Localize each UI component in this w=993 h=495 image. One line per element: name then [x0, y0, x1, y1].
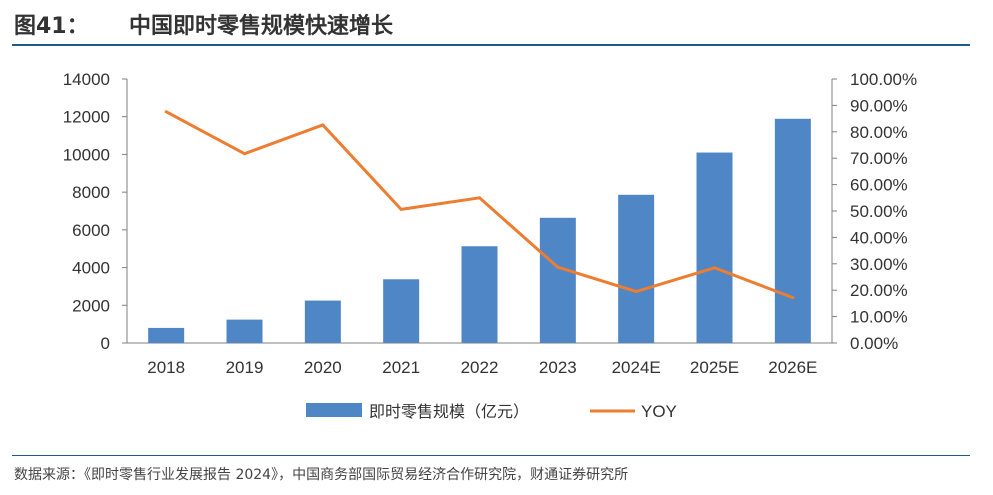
y-right-tick-label: 70.00% [850, 149, 908, 168]
y-right-tick-label: 40.00% [850, 228, 908, 247]
y-left-tick-label: 4000 [72, 259, 110, 278]
y-left-tick-label: 12000 [63, 108, 110, 127]
x-tick-label: 2021 [382, 358, 420, 377]
source-rule [12, 455, 970, 456]
yoy-point-2019 [243, 152, 246, 156]
bar-2018 [148, 327, 185, 343]
legend-line-label: YOY [641, 402, 677, 421]
yoy-point-2024E [634, 290, 638, 294]
yoy-point-2025E [713, 266, 716, 270]
yoy-point-2023 [556, 265, 560, 269]
bar-2022 [461, 246, 498, 343]
bar-2021 [383, 279, 420, 343]
yoy-point-2020 [321, 123, 325, 127]
x-tick-label: 2023 [539, 358, 577, 377]
bar-2020 [304, 300, 341, 343]
yoy-point-2022 [478, 196, 481, 200]
y-left-tick-label: 0 [101, 334, 110, 353]
x-tick-label: 2025E [690, 358, 739, 377]
y-left-tick-label: 10000 [63, 145, 110, 164]
y-left-tick-label: 6000 [72, 221, 110, 240]
figure-title-text: 中国即时零售规模快速增长 [129, 14, 394, 39]
y-right-tick-label: 90.00% [850, 96, 908, 115]
y-right-tick-label: 60.00% [850, 176, 908, 195]
legend-bar-label: 即时零售规模（亿元） [369, 403, 529, 421]
x-tick-label: 2020 [304, 358, 342, 377]
x-tick-label: 2026E [768, 358, 817, 377]
bar-2024E [618, 194, 655, 343]
x-tick-label: 2018 [147, 358, 185, 377]
y-right-tick-label: 30.00% [850, 255, 908, 274]
y-right-tick-label: 20.00% [850, 281, 908, 300]
yoy-point-2026E [791, 296, 795, 300]
y-left-tick-label: 2000 [72, 296, 110, 315]
yoy-point-2021 [399, 207, 403, 211]
y-right-tick-label: 50.00% [850, 202, 908, 221]
bar-2025E [696, 152, 733, 343]
bar-2026E [774, 118, 811, 343]
y-left-tick-label: 14000 [63, 70, 110, 89]
title-rule [12, 44, 970, 46]
x-tick-label: 2019 [226, 358, 264, 377]
figure-title: 图41： 中国即时零售规模快速增长 [14, 8, 393, 40]
x-tick-label: 2024E [612, 358, 661, 377]
bar-2019 [226, 319, 263, 343]
y-right-tick-label: 0.00% [850, 334, 898, 353]
y-right-tick-label: 100.00% [850, 70, 917, 89]
chart: 0 2000 4000 6000 8000 10000 12000 14000 0.00% 10.… [63, 70, 917, 421]
legend-bar-swatch [306, 403, 362, 417]
y-right-tick-label: 80.00% [850, 123, 908, 142]
x-tick-label: 2022 [461, 358, 499, 377]
bar-2023 [539, 217, 576, 343]
yoy-point-2018 [164, 110, 168, 114]
figure-number: 图41： [14, 14, 89, 39]
y-left-tick-label: 8000 [72, 183, 110, 202]
source-note: 数据来源：《即时零售行业发展报告 2024》，中国商务部国际贸易经济合作研究院，… [14, 467, 629, 483]
y-right-tick-label: 10.00% [850, 308, 908, 327]
